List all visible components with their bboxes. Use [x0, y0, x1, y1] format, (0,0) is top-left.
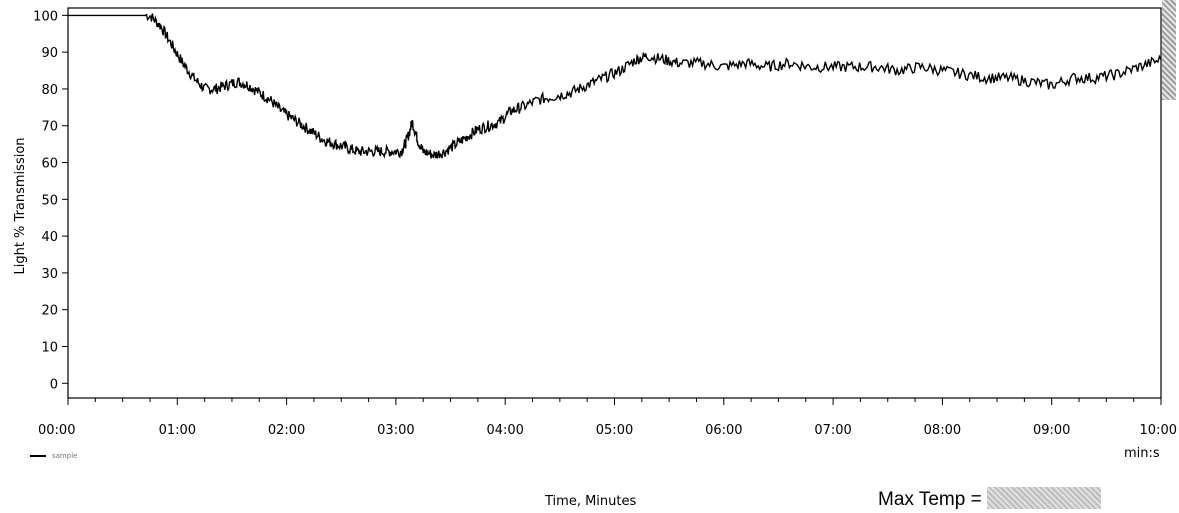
x-unit-label: min:s [1124, 446, 1160, 461]
legend-swatch [30, 455, 46, 457]
y-tick-label: 90 [41, 46, 58, 61]
y-tick-label: 50 [41, 193, 58, 208]
x-tick-label: 00:00 [38, 423, 75, 438]
y-axis-title: Light % Transmission [13, 137, 28, 274]
y-tick-label: 60 [41, 157, 58, 172]
plot-frame [67, 7, 1162, 399]
x-tick-label: 09:00 [1033, 423, 1070, 438]
legend: sample [30, 452, 77, 460]
y-tick-label: 30 [41, 267, 58, 282]
max-temp-readout: Max Temp = [878, 487, 1101, 511]
x-tick-label: 01:00 [159, 423, 196, 438]
y-tick-label: 0 [50, 377, 58, 392]
side-marker [1162, 0, 1176, 100]
y-tick-label: 80 [41, 83, 58, 98]
x-axis-title: Time, Minutes [545, 494, 637, 509]
y-tick-label: 20 [41, 304, 58, 319]
max-temp-label: Max Temp = [878, 489, 982, 510]
y-tick-label: 100 [33, 9, 58, 24]
y-tick-label: 10 [41, 340, 58, 355]
legend-label: sample [52, 452, 78, 460]
x-tick-label: 04:00 [486, 423, 523, 438]
y-axis-ticks: 0 10 20 30 40 50 60 70 80 90 100 [33, 9, 68, 392]
x-tick-label: 07:00 [814, 423, 851, 438]
x-tick-label: 10:00 [1140, 423, 1177, 438]
x-tick-label: 06:00 [705, 423, 742, 438]
x-tick-label: 08:00 [924, 423, 961, 438]
x-tick-label: 02:00 [268, 423, 305, 438]
y-tick-label: 70 [41, 120, 58, 135]
x-tick-label: 05:00 [596, 423, 633, 438]
x-axis-ticks: 00:00 01:00 02:00 03:00 04:00 05:00 06:00 07:00… [38, 398, 1177, 438]
series-line [68, 13, 1162, 159]
y-tick-label: 40 [41, 230, 58, 245]
max-temp-value-redacted [986, 487, 1101, 509]
x-tick-label: 03:00 [377, 423, 414, 438]
